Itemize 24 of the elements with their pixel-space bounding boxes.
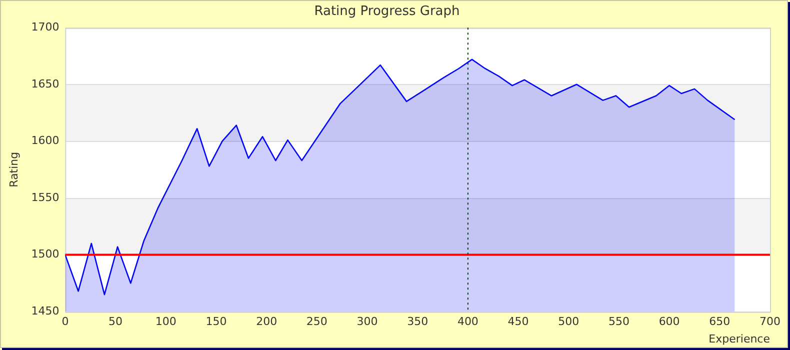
chart-title: Rating Progress Graph [314, 4, 460, 20]
x-tick-label: 150 [206, 315, 227, 328]
x-tick-label: 400 [457, 315, 478, 328]
x-tick-label: 50 [108, 315, 123, 328]
x-tick-label: 200 [256, 315, 278, 328]
x-axis-title: Experience [708, 332, 770, 346]
x-tick-label: 300 [356, 315, 378, 328]
x-tick-label: 0 [62, 315, 69, 328]
x-tick-label: 450 [508, 315, 529, 328]
y-tick-label: 1650 [31, 77, 60, 90]
x-tick-label: 100 [155, 315, 176, 328]
x-tick-label: 650 [709, 315, 730, 328]
x-tick-label: 500 [558, 315, 580, 328]
x-tick-label: 550 [608, 315, 630, 328]
y-tick-label: 1450 [31, 304, 60, 318]
x-tick-label: 350 [407, 315, 428, 328]
y-tick-label: 1500 [31, 248, 60, 261]
y-tick-label: 1550 [31, 190, 60, 204]
y-tick-label: 1600 [31, 134, 60, 148]
x-tick-label: 700 [760, 315, 780, 328]
x-tick-label: 600 [658, 315, 680, 328]
x-tick-label: 250 [306, 315, 328, 328]
y-axis-title: Rating [7, 152, 20, 188]
y-tick-label: 1700 [31, 20, 60, 34]
